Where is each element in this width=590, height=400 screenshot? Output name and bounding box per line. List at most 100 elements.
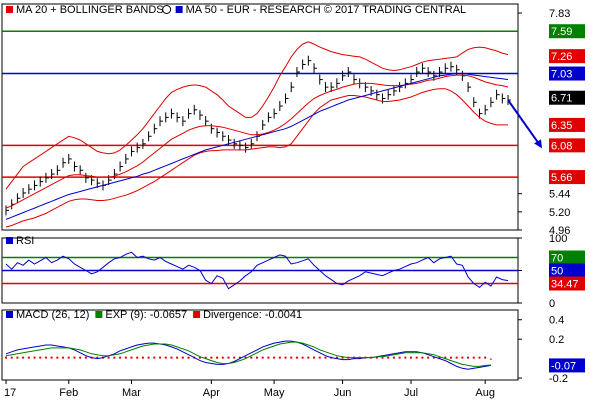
divergence-bar <box>421 356 424 359</box>
forecast-arrowhead <box>534 139 542 149</box>
divergence-bar <box>164 356 167 359</box>
divergence-bar <box>324 356 327 359</box>
divergence-bar <box>96 356 99 359</box>
macd-frame <box>1 309 519 381</box>
divergence-bar <box>301 356 304 359</box>
divergence-bar <box>335 356 338 359</box>
x-tick-label: Jun <box>334 387 352 399</box>
ma50-line <box>5 73 509 220</box>
y-tick-label: 0.2 <box>549 334 564 346</box>
divergence-bar <box>415 356 418 359</box>
macd-legend-swatch <box>6 311 13 318</box>
divergence-bar <box>387 356 390 359</box>
x-tick-label: May <box>264 387 285 399</box>
macd-line <box>5 340 491 370</box>
price-level-label-box <box>549 90 585 105</box>
price-legend-swatch <box>6 6 13 13</box>
divergence-bar <box>432 356 435 359</box>
divergence-bar <box>244 356 247 359</box>
macd-level-label: -0.07 <box>551 360 576 372</box>
divergence-bar <box>5 356 7 359</box>
ma20-line <box>5 74 509 209</box>
divergence-bar <box>124 356 127 359</box>
x-tick-label: Feb <box>59 387 78 399</box>
bb_upper-line <box>5 41 509 190</box>
divergence-bar <box>22 356 25 359</box>
divergence-bar <box>461 356 464 359</box>
rsi-level-label-box <box>549 276 585 291</box>
rsi-legend-label: RSI <box>16 235 34 247</box>
divergence-bar <box>233 356 236 359</box>
macd-legend-label: Divergence: -0.0041 <box>203 309 302 321</box>
divergence-bar <box>176 356 179 359</box>
macd-legend-swatch <box>193 311 201 318</box>
divergence-bar <box>113 356 116 359</box>
divergence-bar <box>392 356 395 359</box>
y-tick-label: 4.96 <box>549 225 570 237</box>
divergence-bar <box>210 356 213 359</box>
divergence-bar <box>141 356 144 359</box>
divergence-bar <box>33 356 36 359</box>
y-tick-label: 5.44 <box>549 189 570 201</box>
divergence-bar <box>181 356 184 359</box>
divergence-bar <box>313 356 316 359</box>
rsi-level-label: 50 <box>551 266 563 278</box>
rsi-level-label: 70 <box>551 253 563 265</box>
bb_lower-line <box>5 88 508 228</box>
macd-legend-label: MACD (26, 12) <box>16 309 89 321</box>
divergence-bar <box>73 356 76 359</box>
divergence-bar <box>290 356 293 359</box>
price-level-label: 7.03 <box>551 69 572 81</box>
divergence-bar <box>261 356 264 359</box>
y-tick-label: 0.4 <box>549 315 564 327</box>
divergence-bar <box>307 356 310 359</box>
divergence-bar <box>216 356 219 359</box>
divergence-bar <box>119 356 122 359</box>
divergence-bar <box>449 356 452 359</box>
price-legend-swatch <box>175 6 183 13</box>
divergence-bar <box>278 356 281 359</box>
divergence-bar <box>467 356 470 359</box>
price-level-label: 7.26 <box>551 51 572 63</box>
divergence-bar <box>284 356 287 359</box>
y-tick-label: 100 <box>549 233 567 245</box>
divergence-bar <box>44 356 47 359</box>
price-level-label-box <box>549 66 585 81</box>
divergence-bar <box>489 358 492 360</box>
divergence-bar <box>159 356 162 359</box>
divergence-bar <box>410 356 413 359</box>
divergence-bar <box>204 356 207 359</box>
x-tick-label: Mar <box>122 387 141 399</box>
y-tick-label: 7.83 <box>549 8 570 20</box>
divergence-bar <box>375 356 378 359</box>
exp9-line <box>5 341 491 367</box>
price-legend-label: MA 50 - EUR - RESEARCH © 2017 TRADING CE… <box>186 4 467 16</box>
macd-legend-swatch <box>95 311 103 318</box>
divergence-bar <box>318 356 321 359</box>
x-tick-label: Jul <box>404 387 418 399</box>
divergence-bar <box>478 356 481 359</box>
price-frame <box>1 3 519 231</box>
divergence-bar <box>250 356 253 359</box>
divergence-bar <box>187 356 190 359</box>
divergence-bar <box>130 356 133 359</box>
rsi-level-label: 34.47 <box>551 279 579 291</box>
x-tick-label: Apr <box>203 387 220 399</box>
divergence-bar <box>39 356 42 359</box>
price-level-label-box <box>549 170 585 185</box>
divergence-bar <box>438 356 441 359</box>
divergence-bar <box>62 356 65 359</box>
price-level-label: 6.71 <box>551 93 572 105</box>
divergence-bar <box>381 356 384 359</box>
divergence-bar <box>267 356 270 359</box>
divergence-bar <box>256 356 258 359</box>
price-level-label-box <box>549 49 585 64</box>
price-level-label: 6.08 <box>551 140 572 152</box>
divergence-bar <box>198 356 201 359</box>
divergence-bar <box>170 356 173 359</box>
divergence-bar <box>472 356 475 359</box>
macd-legend-label: EXP (9): -0.0657 <box>105 309 187 321</box>
divergence-bar <box>67 356 70 359</box>
divergence-bar <box>444 356 447 359</box>
